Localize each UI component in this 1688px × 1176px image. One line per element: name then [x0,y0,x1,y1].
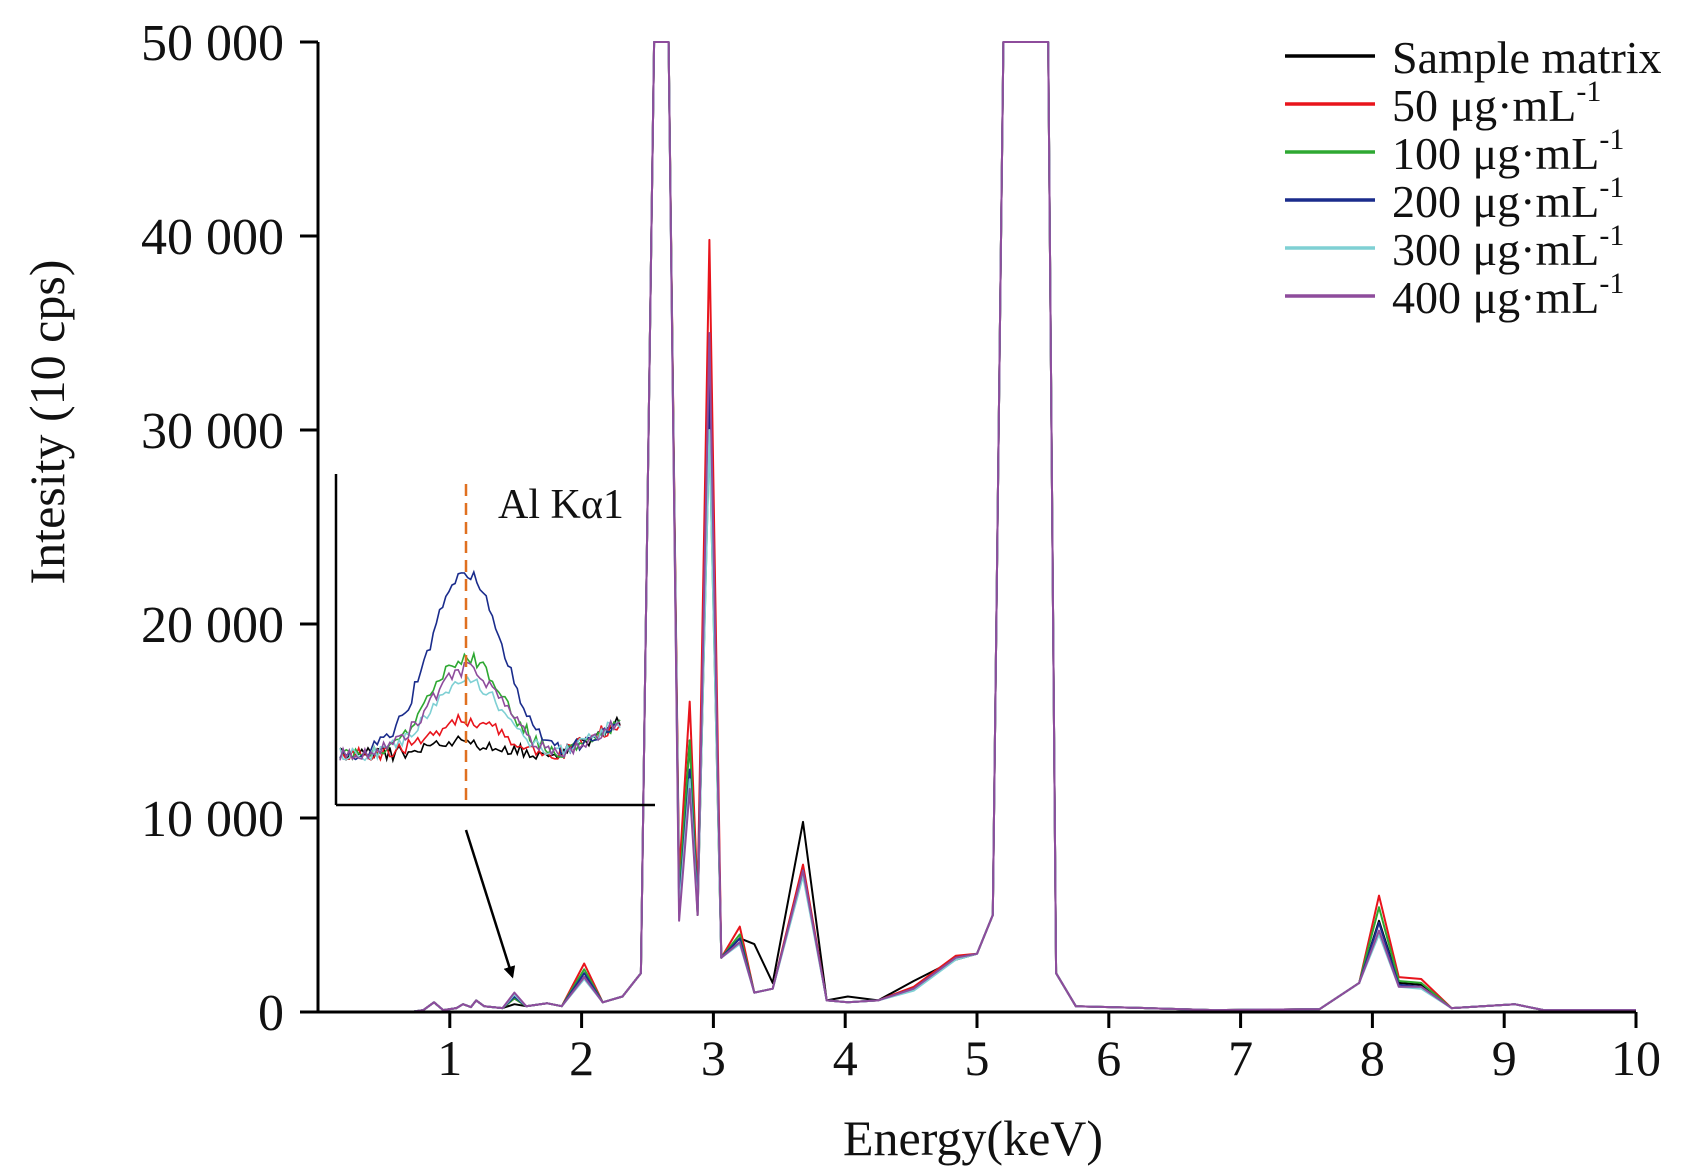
y-tick-label: 40 000 [141,209,284,266]
legend-label: 100 μg·mL-1 [1392,123,1624,179]
legend-label: 200 μg·mL-1 [1392,171,1624,227]
inset-series-line [339,569,621,761]
x-axis-title: Energy(keV) [843,1110,1103,1166]
y-tick-label: 10 000 [141,791,284,848]
y-tick-label: 50 000 [141,15,284,72]
x-tick-label: 6 [1096,1030,1121,1086]
x-tick-label: 7 [1228,1030,1253,1086]
y-tick-label: 20 000 [141,597,284,654]
x-tick-label: 8 [1360,1030,1385,1086]
inset-series-line [339,676,621,762]
inset-series-line [339,661,621,761]
legend-label: 400 μg·mL-1 [1392,267,1624,323]
y-tick-label: 0 [258,985,284,1042]
y-tick-label: 30 000 [141,403,284,460]
x-tick-label: 2 [569,1030,594,1086]
series-line-400-g-ml-1 [318,41,1636,1013]
x-tick-label: 4 [833,1030,858,1086]
x-tick-label: 5 [965,1030,990,1086]
inset-annotation: Al Kα1 [498,482,624,528]
legend-label: Sample matrix [1392,32,1662,83]
inset-plot: Al Kα1 [334,474,655,807]
y-axis-title: Intesity (10 cps) [19,260,75,585]
x-tick-label: 3 [701,1030,726,1086]
plot-area [318,41,1636,1013]
callout-arrow [464,829,516,979]
x-ticks: 1 2 3 4 5 6 7 8 9 10 [437,1012,1661,1086]
x-tick-label: 9 [1492,1030,1517,1086]
legend-label: 50 μg·mL-1 [1392,75,1601,131]
inset-callout-arrow [464,829,516,979]
x-tick-label: 10 [1611,1030,1661,1086]
y-ticks: 0 10 000 20 000 30 000 40 000 50 000 [141,15,318,1042]
legend-label: 300 μg·mL-1 [1392,219,1624,275]
x-tick-label: 1 [437,1030,462,1086]
